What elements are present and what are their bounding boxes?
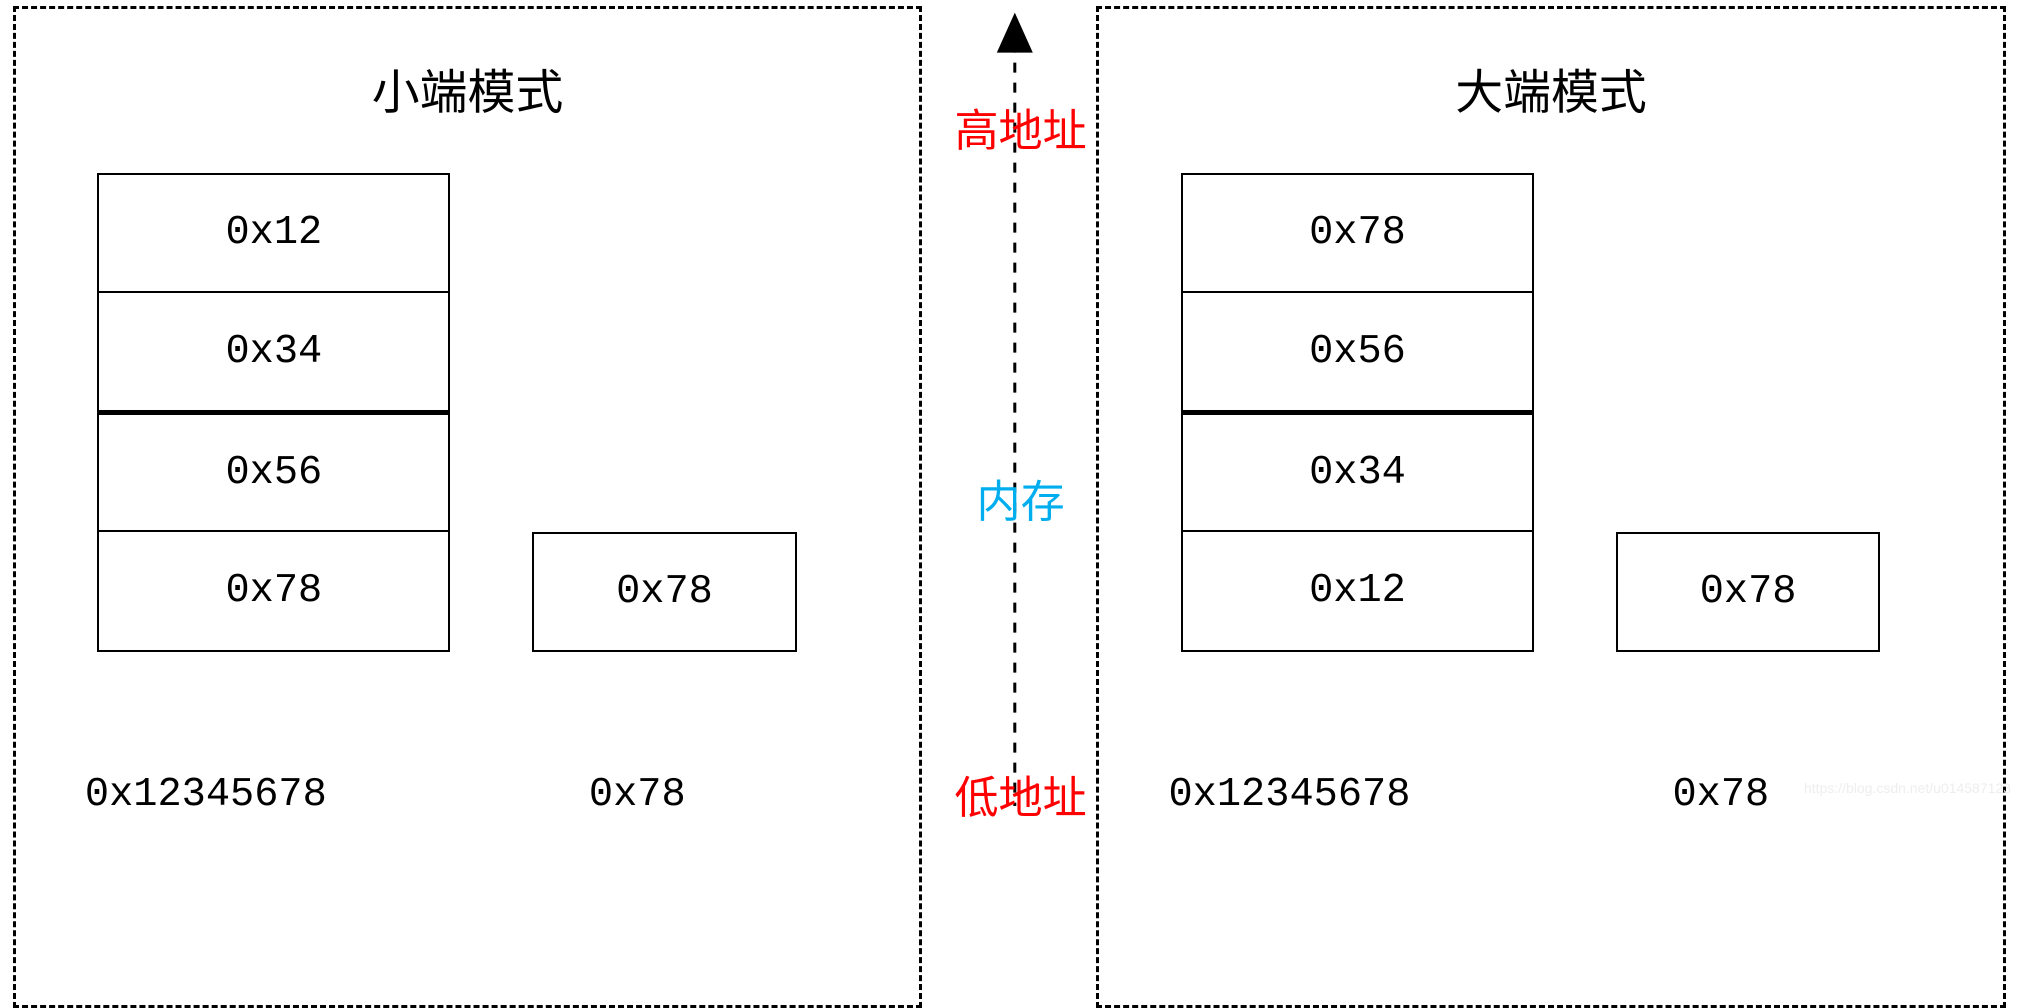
panel-right: 大端模式0x780x560x340x120x123456780x780x78 bbox=[1096, 6, 2006, 1008]
byte-cell: 0x12 bbox=[97, 173, 450, 293]
watermark: https://blog.csdn.net/u014587123 bbox=[1804, 780, 2011, 796]
axis-label-low: 低地址 bbox=[926, 762, 1115, 826]
byte-stack-right: 0x780x560x340x12 bbox=[1181, 173, 1534, 652]
panel-title-right: 大端模式 bbox=[1099, 53, 2003, 123]
axis-label-high: 高地址 bbox=[926, 95, 1115, 159]
byte-cell: 0x12 bbox=[1181, 532, 1534, 652]
byte-cell: 0x78 bbox=[1181, 173, 1534, 293]
byte-cell: 0x56 bbox=[1181, 293, 1534, 413]
single-byte-box-left: 0x78 bbox=[532, 532, 797, 652]
full-value-label-right: 0x12345678 bbox=[1168, 772, 1410, 818]
single-byte-label-left: 0x78 bbox=[589, 772, 686, 818]
arrow-up-icon bbox=[996, 13, 1032, 53]
axis-label-middle: 内存 bbox=[926, 466, 1115, 530]
byte-cell: 0x56 bbox=[97, 412, 450, 532]
full-value-label-left: 0x12345678 bbox=[85, 772, 327, 818]
panel-title-left: 小端模式 bbox=[16, 53, 920, 123]
byte-cell: 0x34 bbox=[97, 293, 450, 413]
byte-cell: 0x34 bbox=[1181, 412, 1534, 532]
single-byte-box-right: 0x78 bbox=[1616, 532, 1881, 652]
single-byte-label-right: 0x78 bbox=[1672, 772, 1769, 818]
panel-left: 小端模式0x120x340x560x780x123456780x780x78 bbox=[13, 6, 923, 1008]
byte-cell: 0x78 bbox=[97, 532, 450, 652]
byte-stack-left: 0x120x340x560x78 bbox=[97, 173, 450, 652]
